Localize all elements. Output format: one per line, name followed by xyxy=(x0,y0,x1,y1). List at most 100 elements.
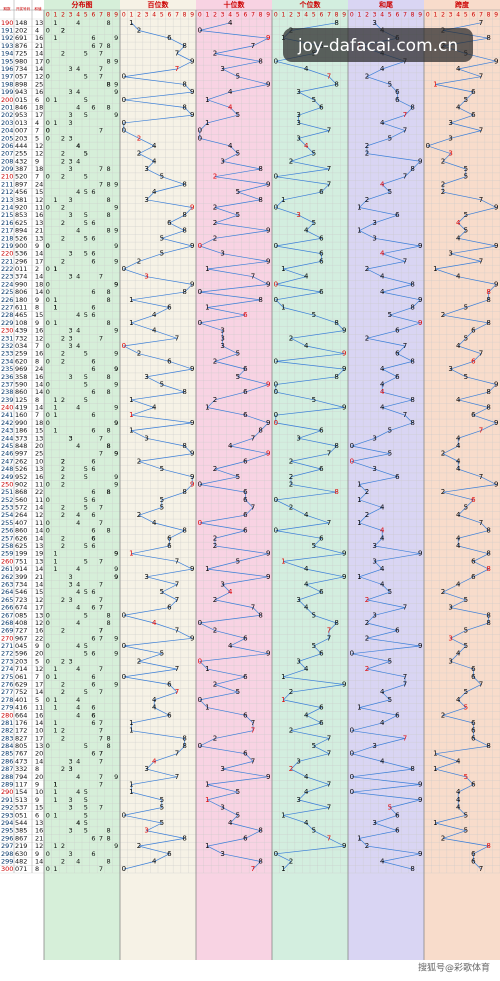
distribution-digit: 9 xyxy=(114,365,118,373)
issue: 250 xyxy=(1,480,13,488)
trend-digit: 0 xyxy=(122,642,126,650)
trend-digit: 5 xyxy=(388,311,392,319)
issue: 213 xyxy=(1,196,13,204)
trend-digit: 7 xyxy=(403,173,407,181)
distribution-digit: 0 xyxy=(46,611,50,619)
draw-number: 011 xyxy=(15,265,27,273)
trend-digit: 4 xyxy=(456,757,461,765)
issue: 199 xyxy=(1,88,13,96)
draw-number: 630 xyxy=(15,850,27,858)
sum: 19 xyxy=(35,550,43,558)
issue: 216 xyxy=(1,219,13,227)
distribution-digit: 6 xyxy=(91,496,95,504)
distribution-digit: 3 xyxy=(69,596,73,604)
trend-digit: 5 xyxy=(388,134,392,142)
distribution-digit: 3 xyxy=(69,157,73,165)
distribution-digit: 5 xyxy=(84,188,88,196)
trend-line xyxy=(274,22,346,870)
distribution-digit: 8 xyxy=(107,57,111,65)
trend-digit: 3 xyxy=(144,434,148,442)
distribution-digit: 4 xyxy=(76,642,80,650)
trend-digit: 6 xyxy=(395,827,400,835)
trend-digit: 3 xyxy=(220,804,224,812)
trend-digit: 5 xyxy=(312,827,316,835)
trend-digit: 4 xyxy=(380,250,385,258)
trend-digit: 9 xyxy=(494,380,498,388)
sum: 13 xyxy=(35,742,43,750)
trend-digit: 6 xyxy=(471,327,476,335)
trend-digit: 6 xyxy=(319,465,324,473)
trend-digit: 9 xyxy=(266,227,270,235)
distribution-digit: 4 xyxy=(76,711,80,719)
trend-digit: 3 xyxy=(144,273,148,281)
issue: 209 xyxy=(1,165,13,173)
trend-digit: 0 xyxy=(350,442,354,450)
trend-digit: 8 xyxy=(182,388,186,396)
trend-digit: 6 xyxy=(243,388,248,396)
trend-digit: 4 xyxy=(304,342,309,350)
digit-head: 1 xyxy=(129,12,133,19)
draw-number: 596 xyxy=(15,650,27,658)
trend-digit: 2 xyxy=(289,727,293,735)
trend-digit: 9 xyxy=(266,450,270,458)
trend-digit: 3 xyxy=(372,542,376,550)
trend-digit: 1 xyxy=(205,96,209,104)
digit-head: 6 xyxy=(91,12,95,19)
trend-digit: 8 xyxy=(182,742,186,750)
issue: 288 xyxy=(1,773,13,781)
issue: 200 xyxy=(1,96,13,104)
draw-number: 544 xyxy=(15,819,27,827)
draw-number: 920 xyxy=(15,203,27,211)
draw-number: 117 xyxy=(15,781,27,789)
trend-digit: 9 xyxy=(266,34,270,42)
trend-digit: 1 xyxy=(129,296,133,304)
trend-digit: 2 xyxy=(289,688,293,696)
trend-digit: 2 xyxy=(365,265,369,273)
trend-digit: 7 xyxy=(479,127,483,135)
distribution-digit: 6 xyxy=(91,511,95,519)
trend-digit: 7 xyxy=(175,665,179,673)
trend-digit: 3 xyxy=(372,219,376,227)
distribution-digit: 3 xyxy=(69,88,73,96)
distribution-digit: 4 xyxy=(76,227,80,235)
distribution-digit: 5 xyxy=(84,173,88,181)
sum: 14 xyxy=(35,250,43,258)
distribution-digit: 0 xyxy=(46,742,50,750)
issue: 192 xyxy=(1,34,13,42)
sum: 5 xyxy=(35,134,39,142)
trend-digit: 0 xyxy=(122,73,126,81)
distribution-digit: 9 xyxy=(114,573,118,581)
distribution-digit: 0 xyxy=(46,242,50,250)
trend-digit: 4 xyxy=(152,188,157,196)
distribution-digit: 8 xyxy=(107,742,111,750)
trend-digit: 8 xyxy=(410,419,414,427)
distribution-digit: 2 xyxy=(61,334,65,342)
issue: 246 xyxy=(1,450,13,458)
draw-number: 846 xyxy=(15,103,27,111)
trend-digit: 6 xyxy=(319,257,324,265)
draw-number: 172 xyxy=(15,727,27,735)
trend-digit: 2 xyxy=(441,834,445,842)
trend-digit: 2 xyxy=(289,334,293,342)
trend-digit: 3 xyxy=(220,157,224,165)
draw-number: 560 xyxy=(15,496,27,504)
trend-digit: 6 xyxy=(319,234,324,242)
trend-digit: 8 xyxy=(486,319,490,327)
panel-title: 百位数 xyxy=(148,0,170,9)
trend-digit: 9 xyxy=(266,280,270,288)
trend-digit: 0 xyxy=(122,865,126,873)
sum: 14 xyxy=(35,857,43,865)
distribution-digit: 7 xyxy=(99,42,103,50)
distribution-digit: 2 xyxy=(61,457,65,465)
distribution-digit: 2 xyxy=(61,257,65,265)
trend-digit: 5 xyxy=(312,96,316,104)
distribution-digit: 7 xyxy=(99,450,103,458)
draw-number: 374 xyxy=(15,273,27,281)
digit-head: 6 xyxy=(167,12,171,19)
issue: 248 xyxy=(1,465,13,473)
distribution-digit: 9 xyxy=(114,681,118,689)
trend-digit: 3 xyxy=(448,657,452,665)
digit-head: 5 xyxy=(388,12,392,19)
trend-digit: 4 xyxy=(380,719,385,727)
digit-head: 5 xyxy=(84,12,88,19)
